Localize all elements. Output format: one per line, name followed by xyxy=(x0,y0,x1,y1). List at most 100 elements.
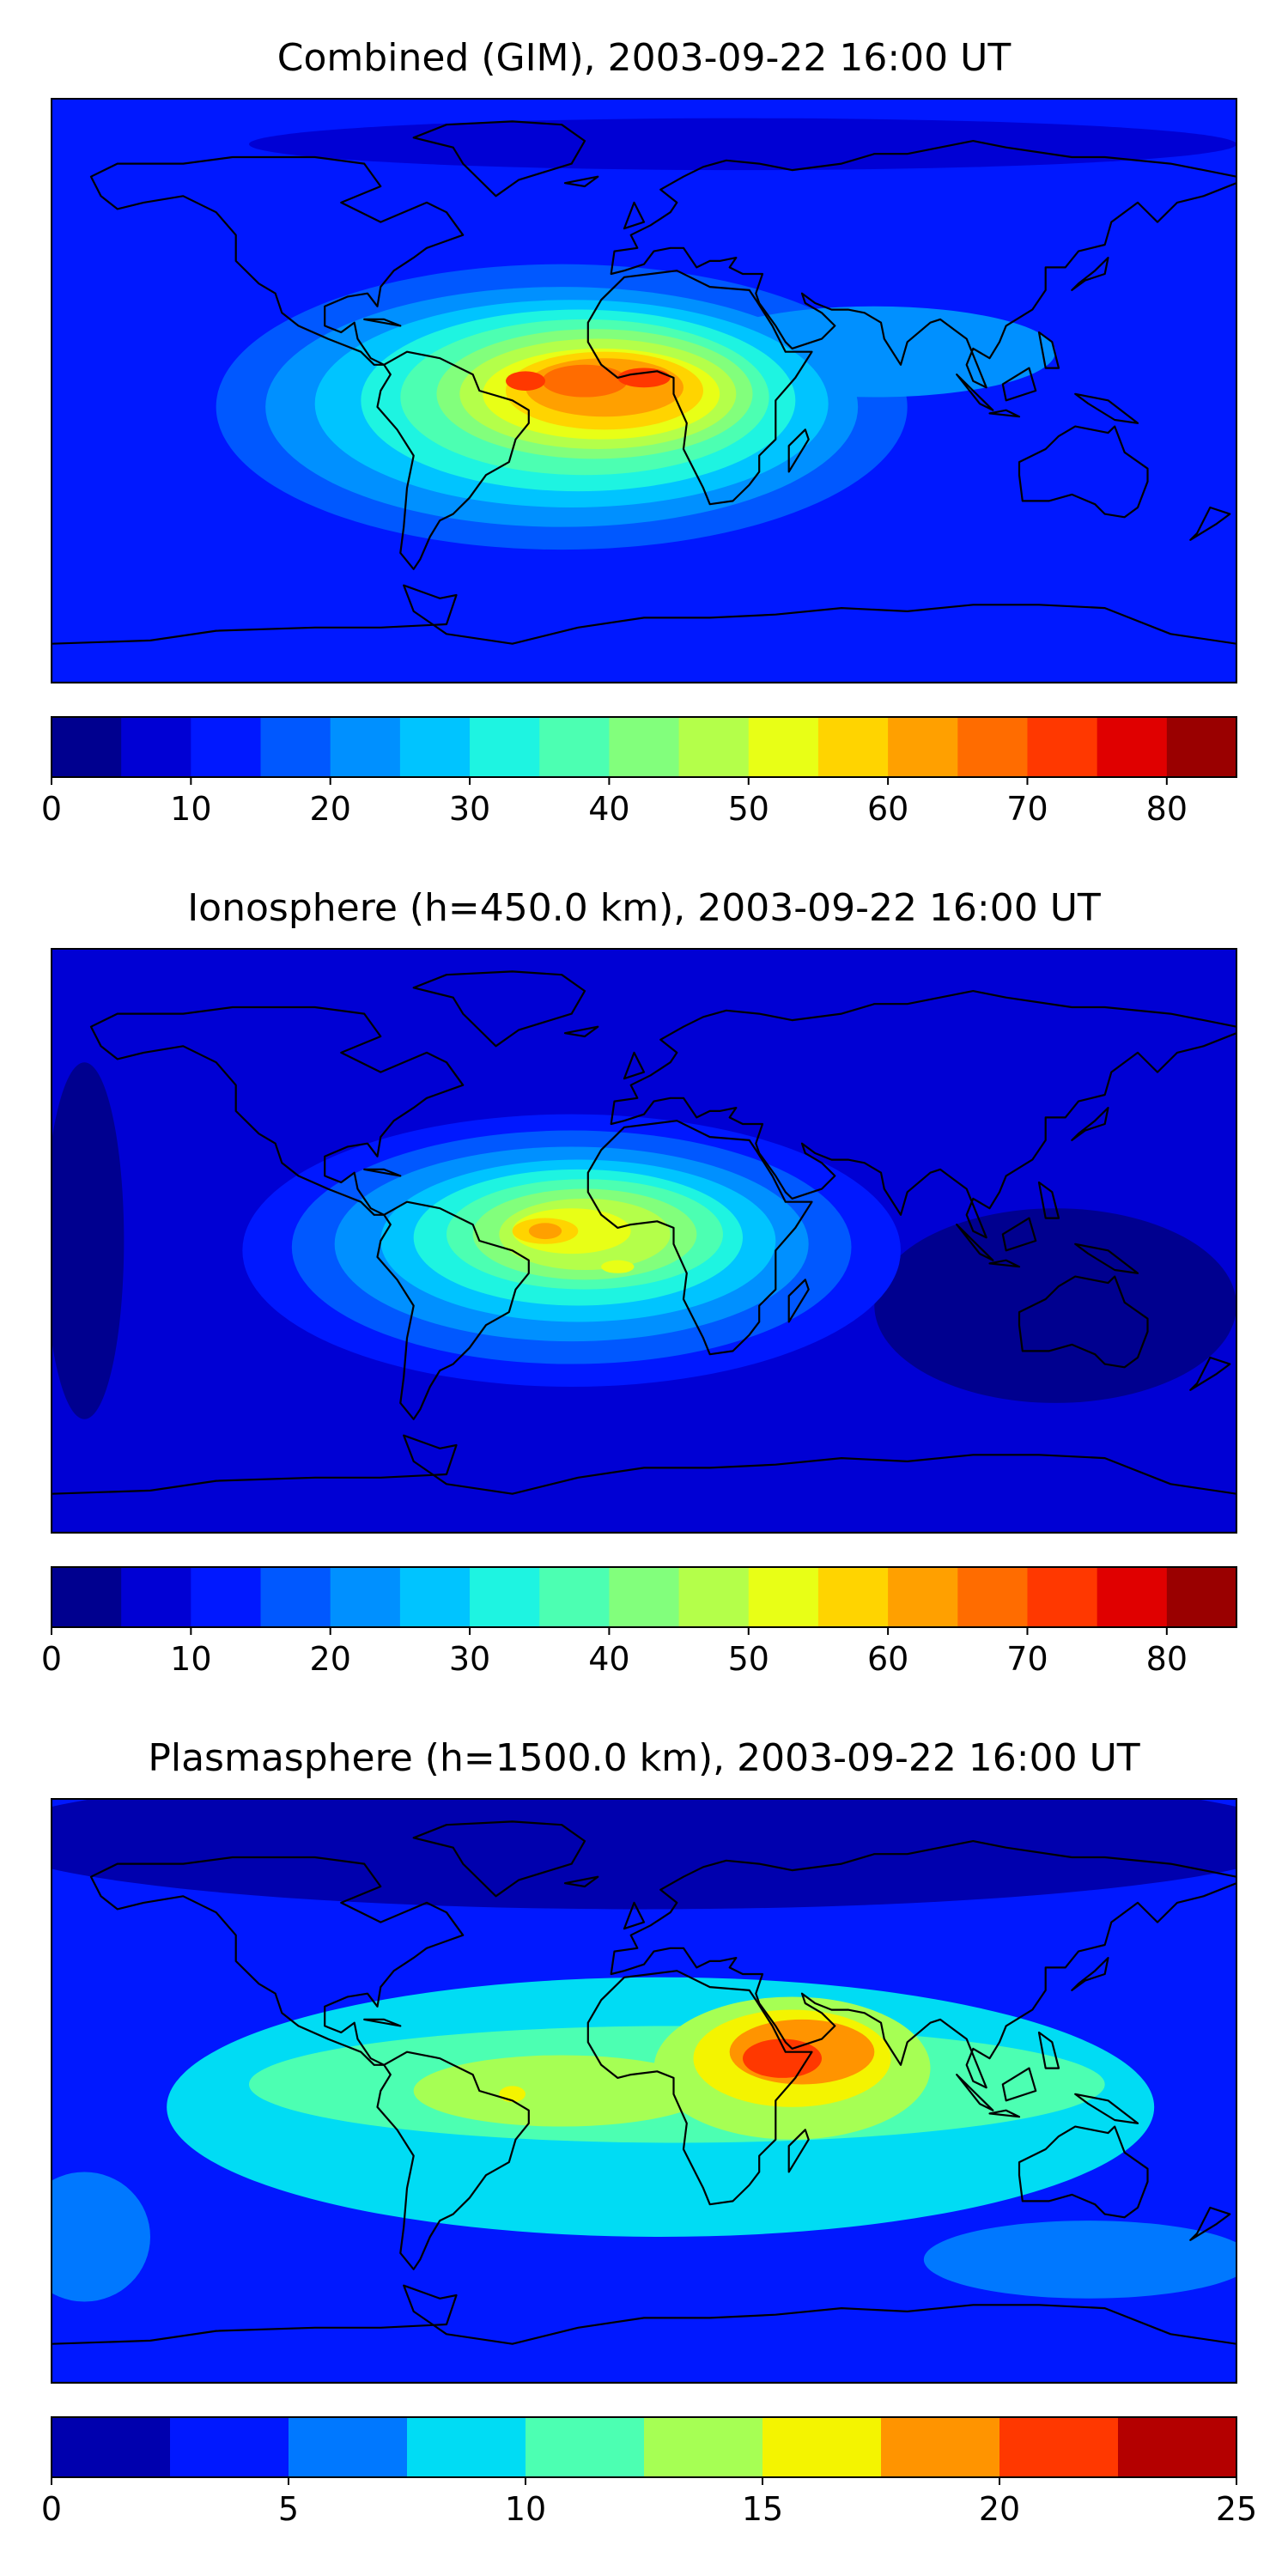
coastline-13 xyxy=(787,1279,810,1323)
colorbar-bin xyxy=(121,1567,191,1627)
contour-southeast-low xyxy=(923,2221,1236,2299)
colorbar-bin xyxy=(539,1567,611,1627)
colorbar-bin xyxy=(1027,717,1098,777)
map-area xyxy=(52,99,1236,683)
map-frame xyxy=(51,948,1237,1534)
coastline-12 xyxy=(1074,1242,1139,1274)
colorbar-bin xyxy=(1027,1567,1098,1627)
colorbar xyxy=(51,716,1237,778)
contour-core-72-east xyxy=(617,368,671,388)
panel-combined-gim: Combined (GIM), 2003-09-22 16:00 UT 0 10 2… xyxy=(41,36,1237,828)
coastline-17 xyxy=(363,318,402,327)
colorbar-bin xyxy=(170,2417,289,2477)
coastline-6 xyxy=(412,1820,586,1898)
panel-plasmasphere: Plasmasphere (h=1500.0 km), 2003-09-22 1… xyxy=(41,1736,1257,2528)
colorbar-bin xyxy=(399,717,471,777)
coastline-14 xyxy=(1189,1356,1231,1391)
colorbar-bin xyxy=(644,2417,763,2477)
coastline-17 xyxy=(363,1168,402,1177)
colorbar-bin xyxy=(817,1567,889,1627)
coastlines xyxy=(52,1820,1236,2383)
colorbar-bin xyxy=(260,1567,331,1627)
colorbar-bin xyxy=(881,2417,1000,2477)
coastline-1 xyxy=(376,1200,530,1420)
coastline-10 xyxy=(988,1259,1021,1268)
colorbar-bin xyxy=(888,1567,958,1627)
panel-ionosphere: Ionosphere (h=450.0 km), 2003-09-22 16:0… xyxy=(41,886,1237,1678)
contour-core-72-west xyxy=(506,371,545,391)
coastline-0 xyxy=(89,1856,465,2066)
contour-atlantic-spot xyxy=(601,1260,635,1273)
colorbar-bin xyxy=(330,1567,401,1627)
colorbar-bin xyxy=(957,1567,1029,1627)
contour-southeast-low xyxy=(874,1208,1236,1403)
colorbar xyxy=(51,2416,1237,2478)
colorbar-bin xyxy=(957,717,1029,777)
coastline-3 xyxy=(610,140,1236,389)
colorbar-tick-label: 10 xyxy=(505,2490,546,2528)
coastline-10 xyxy=(988,409,1021,418)
colorbar-tick-label: 30 xyxy=(449,790,490,828)
tec-field xyxy=(52,99,1236,683)
coastline-3 xyxy=(610,1840,1236,2089)
contour-core-62 xyxy=(528,1223,562,1240)
coastline-9 xyxy=(956,374,994,411)
contour-north-cap-low xyxy=(52,1799,1236,1910)
colorbar-bin xyxy=(1097,717,1168,777)
colorbar-bin xyxy=(407,2417,526,2477)
contour-high-latitude-north xyxy=(249,118,1236,171)
colorbar-tick-label: 5 xyxy=(278,2490,299,2528)
colorbar-tick-label: 0 xyxy=(41,2490,62,2528)
colorbar-bin xyxy=(191,1567,262,1627)
panel-title: Combined (GIM), 2003-09-22 16:00 UT xyxy=(277,36,1012,80)
colorbar-bin xyxy=(748,717,819,777)
colorbar-tick-label: 30 xyxy=(449,1640,490,1678)
coastline-13 xyxy=(787,2129,810,2173)
colorbar-bin xyxy=(539,717,611,777)
colorbar-bin xyxy=(678,717,750,777)
coastline-9 xyxy=(956,2074,994,2111)
colorbar-bin xyxy=(609,717,680,777)
colorbar-bin xyxy=(470,1567,540,1627)
coastline-4 xyxy=(1018,1275,1149,1369)
colorbar-tick-label: 40 xyxy=(588,790,629,828)
coastline-1 xyxy=(376,2050,530,2270)
coastline-13 xyxy=(787,428,810,473)
colorbar-tick-label: 15 xyxy=(742,2490,783,2528)
colorbar-frame xyxy=(51,1566,1237,1628)
coastline-8 xyxy=(1071,257,1109,291)
contour-ring-67 xyxy=(542,364,628,398)
colorbar-bin xyxy=(399,1567,471,1627)
coastline-9 xyxy=(956,1223,994,1261)
colorbar-tick-label: 50 xyxy=(728,1640,769,1678)
coastline-1 xyxy=(376,350,530,570)
colorbar-bin xyxy=(762,2417,882,2477)
colorbar-tick-label: 70 xyxy=(1006,1640,1048,1678)
colorbar-bin xyxy=(748,1567,819,1627)
colorbar-bin xyxy=(330,717,401,777)
coastline-7 xyxy=(623,1051,646,1080)
coastline-0 xyxy=(89,1005,465,1216)
map-frame xyxy=(51,98,1237,683)
coastline-11 xyxy=(1001,2067,1037,2102)
map-area xyxy=(52,949,1236,1533)
contour-lightgreen-west xyxy=(413,2055,710,2127)
coastline-16 xyxy=(1037,2031,1060,2069)
coastline-7 xyxy=(623,201,646,230)
coastline-16 xyxy=(1037,1181,1060,1219)
colorbar-bin xyxy=(52,1567,122,1627)
coastline-16 xyxy=(1037,331,1060,369)
colorbar-bin xyxy=(191,717,262,777)
colorbar-bin xyxy=(260,717,331,777)
colorbar-bin xyxy=(678,1567,750,1627)
coastline-12 xyxy=(1074,392,1139,424)
colorbar-tick-label: 20 xyxy=(979,2490,1020,2528)
coastline-11 xyxy=(1001,367,1037,402)
colorbar-tick-label: 80 xyxy=(1146,1640,1188,1678)
coastline-5 xyxy=(52,1434,1236,1533)
colorbar-frame xyxy=(51,2416,1237,2478)
coastlines xyxy=(52,970,1236,1533)
coastline-4 xyxy=(1018,2125,1149,2219)
panel-title: Plasmasphere (h=1500.0 km), 2003-09-22 1… xyxy=(148,1736,1139,1780)
colorbar-tick-label: 70 xyxy=(1006,790,1048,828)
